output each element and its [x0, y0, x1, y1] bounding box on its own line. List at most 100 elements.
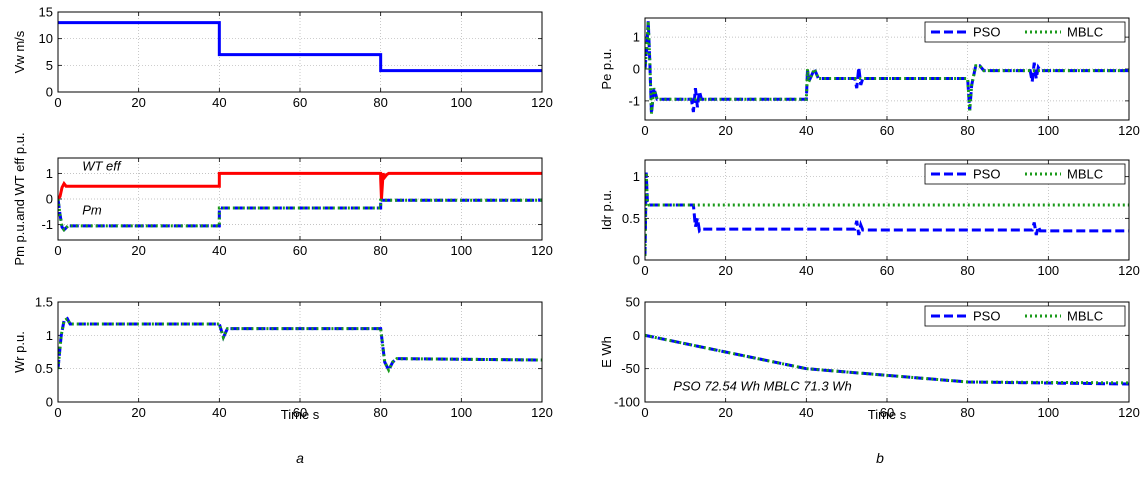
x-tick-label: 40 [799, 263, 813, 278]
annotation: WT eff [82, 158, 122, 173]
series-line-2 [645, 21, 1129, 114]
y-axis-label: Vw m/s [12, 30, 27, 73]
x-tick-label: 20 [718, 405, 732, 420]
x-tick-label: 0 [641, 123, 648, 138]
legend: PSO MBLC [924, 305, 1126, 327]
y-tick-label: 0 [46, 85, 53, 100]
series-line-2 [58, 316, 542, 374]
legend-label-mblc: MBLC [1067, 25, 1103, 40]
series-group [645, 21, 1129, 114]
plot-area [58, 302, 542, 402]
x-tick-label: 0 [641, 405, 648, 420]
series-line-2 [645, 333, 1129, 385]
plot-frame [644, 301, 1130, 403]
x-tick-label: 0 [54, 405, 61, 420]
x-tick-label: 100 [450, 95, 472, 110]
y-axis-label: E Wh [599, 336, 614, 368]
series-group [58, 21, 542, 73]
x-tick-label: 0 [641, 263, 648, 278]
chart-e: 0 20 40 60 80 100 120 -100 -50 0 50 E Wh PSO 72.54 W… [599, 295, 1140, 421]
x-tick-label: 0 [54, 95, 61, 110]
y-tick-label: 0.5 [35, 361, 53, 376]
y-tick-label: 0.5 [622, 211, 640, 226]
chart-wr: 0 20 40 60 80 100 120 0 0.5 1 1.5 Wr p.u. [12, 295, 553, 421]
y-tick-label: 0 [633, 253, 640, 268]
y-tick-label: 5 [46, 58, 53, 73]
y-axis-label: Pm p.u.and WT eff p.u. [12, 132, 27, 265]
x-tick-label: 80 [960, 123, 974, 138]
panel-label-a: a [296, 450, 304, 466]
x-tick-label: 80 [373, 95, 387, 110]
y-tick-label: 0 [633, 62, 640, 77]
x-tick-label: 80 [960, 405, 974, 420]
x-tick-label: 120 [1118, 263, 1140, 278]
x-tick-label: 100 [1037, 405, 1059, 420]
series-group [58, 171, 542, 232]
x-tick-label: 20 [131, 243, 145, 258]
y-tick-label: 1 [633, 30, 640, 45]
x-tick-label: 100 [1037, 123, 1059, 138]
x-tick-label: 120 [1118, 405, 1140, 420]
x-tick-label: 120 [531, 95, 553, 110]
series-line-2 [645, 172, 1129, 256]
series-group [645, 333, 1129, 386]
x-tick-label: 60 [293, 95, 307, 110]
y-tick-label: -50 [621, 361, 640, 376]
series-line-1 [58, 171, 542, 200]
x-tick-label: 40 [799, 123, 813, 138]
y-tick-label: 50 [626, 295, 640, 310]
x-tick-label: 60 [880, 405, 894, 420]
plot-frame [644, 17, 1130, 121]
series-group [58, 316, 542, 374]
x-tick-label: 100 [1037, 263, 1059, 278]
x-tick-label: 20 [718, 123, 732, 138]
x-tick-label: 120 [531, 243, 553, 258]
series-line-1 [645, 333, 1129, 386]
x-tick-label: 0 [54, 243, 61, 258]
y-tick-label: 1 [46, 328, 53, 343]
annotation: Pm [82, 202, 102, 217]
y-tick-label: 10 [39, 31, 53, 46]
y-tick-label: 15 [39, 5, 53, 20]
legend-label-mblc: MBLC [1067, 309, 1103, 324]
y-tick-label: 1.5 [35, 295, 53, 310]
series-line-3 [58, 198, 542, 232]
y-tick-label: 1 [633, 169, 640, 184]
x-tick-label: 20 [131, 405, 145, 420]
x-axis-label-left: Time s [281, 407, 320, 422]
series-line-1 [58, 21, 542, 73]
x-tick-label: 40 [212, 95, 226, 110]
y-tick-label: -1 [628, 93, 640, 108]
legend-label-pso: PSO [973, 167, 1000, 182]
x-tick-label: 80 [373, 405, 387, 420]
series-group [645, 172, 1129, 256]
chart-idr: 0 20 40 60 80 100 120 0 0.5 1 Idr p.u. PSO MBLC [599, 159, 1140, 278]
y-tick-label: 0 [46, 395, 53, 410]
x-tick-label: 60 [293, 405, 307, 420]
legend-label-pso: PSO [973, 309, 1000, 324]
x-tick-label: 80 [373, 243, 387, 258]
plot-frame [644, 159, 1130, 261]
annotation: PSO 72.54 Wh MBLC 71.3 Wh [673, 379, 851, 394]
x-tick-label: 120 [1118, 123, 1140, 138]
x-tick-label: 40 [212, 243, 226, 258]
plot-frame [57, 301, 543, 403]
plot-frame [57, 11, 543, 93]
x-tick-label: 100 [450, 405, 472, 420]
x-tick-label: 60 [880, 263, 894, 278]
x-tick-label: 40 [212, 405, 226, 420]
x-tick-label: 100 [450, 243, 472, 258]
y-axis-label: Idr p.u. [599, 190, 614, 230]
panel-label-b: b [876, 450, 884, 466]
plot-frame [57, 157, 543, 241]
y-tick-label: 0 [46, 192, 53, 207]
x-tick-label: 20 [718, 263, 732, 278]
x-tick-label: 60 [293, 243, 307, 258]
y-tick-label: 1 [46, 166, 53, 181]
legend: PSO MBLC [924, 21, 1126, 43]
x-tick-label: 40 [799, 405, 813, 420]
